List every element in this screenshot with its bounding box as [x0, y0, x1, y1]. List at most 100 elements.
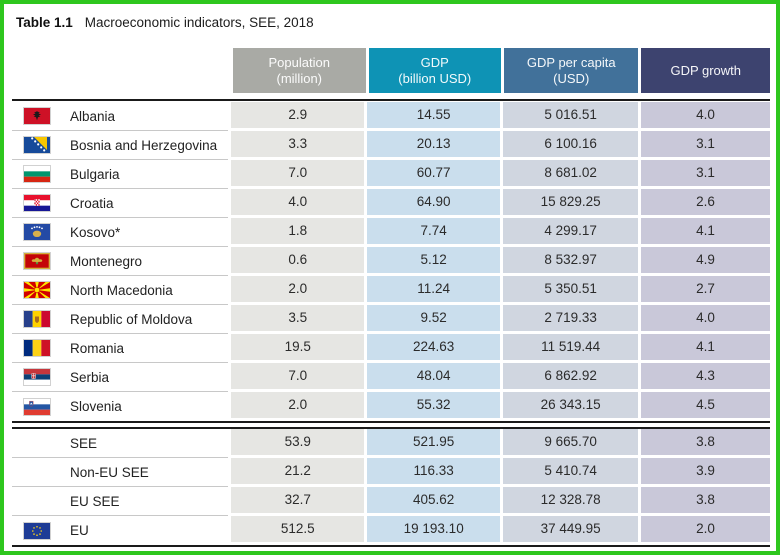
aggregate-cell: EU SEE — [12, 487, 229, 516]
croatia-flag-icon — [24, 195, 50, 211]
gdp-value: 60.77 — [367, 160, 501, 186]
table-number-label: Table 1.1 — [16, 15, 73, 30]
country-name: Slovenia — [70, 399, 122, 414]
country-name: Montenegro — [70, 253, 143, 269]
population-value: 3.3 — [231, 131, 365, 157]
aggregate-name: SEE — [70, 435, 98, 451]
gdp-value: 5.12 — [367, 247, 501, 273]
country-cell: Slovenia — [12, 392, 228, 421]
gdp-per-capita-value: 11 519.44 — [503, 334, 639, 360]
gdp-per-capita-value: 8 532.97 — [503, 247, 639, 273]
gdp-value: 11.24 — [367, 276, 501, 302]
gdp-value: 521.95 — [367, 429, 501, 455]
aggregate-cell: SEE — [12, 429, 229, 458]
country-name: Albania — [70, 108, 116, 124]
gdp-growth-value: 2.0 — [641, 516, 771, 542]
table-row: Bulgaria 7.0 60.77 8 681.02 3.1 — [12, 160, 771, 189]
table-row: Slovenia 2.0 55.32 26 343.15 4.5 — [12, 392, 771, 421]
table-title: Table 1.1 Macroeconomic indicators, SEE, … — [4, 4, 776, 30]
country-cell: Serbia — [12, 363, 229, 392]
slovenia-flag-icon — [24, 398, 50, 415]
gdp-growth-value: 4.1 — [641, 218, 771, 244]
gdp-value: 19 193.10 — [367, 516, 501, 542]
summary-row: EU SEE 32.7 405.62 12 328.78 3.8 — [12, 487, 771, 516]
gdp-growth-value: 4.5 — [641, 392, 771, 418]
population-value: 4.0 — [231, 189, 365, 215]
summary-row: SEE 53.9 521.95 9 665.70 3.8 — [12, 429, 771, 458]
serbia-flag-icon — [24, 369, 50, 385]
population-value: 512.5 — [231, 516, 365, 542]
gdp-per-capita-value: 9 665.70 — [503, 429, 639, 455]
albania-flag-icon — [24, 108, 50, 124]
country-name: Kosovo* — [70, 224, 121, 240]
north-macedonia-flag-icon — [24, 282, 50, 298]
table-header-row: Population (million) GDP (billion USD) G… — [233, 48, 771, 93]
header-divider-rule — [12, 99, 770, 101]
gdp-growth-value: 3.8 — [641, 487, 771, 513]
population-value: 1.8 — [231, 218, 365, 244]
gdp-value: 224.63 — [367, 334, 501, 360]
gdp-per-capita-value: 4 299.17 — [503, 218, 639, 244]
population-value: 3.5 — [231, 305, 365, 331]
gdp-value: 64.90 — [367, 189, 501, 215]
population-value: 7.0 — [231, 160, 365, 186]
aggregate-name: EU SEE — [70, 493, 120, 509]
gdp-growth-value: 3.9 — [641, 458, 771, 484]
gdp-per-capita-value: 26 343.15 — [503, 392, 639, 418]
country-cell: Republic of Moldova — [12, 305, 229, 334]
gdp-per-capita-value: 15 829.25 — [503, 189, 639, 215]
gdp-growth-value: 4.9 — [641, 247, 771, 273]
population-value: 53.9 — [231, 429, 365, 455]
population-value: 19.5 — [231, 334, 365, 360]
gdp-growth-value: 3.1 — [641, 131, 771, 157]
country-name: Romania — [70, 340, 125, 356]
gdp-value: 116.33 — [367, 458, 501, 484]
gdp-value: 48.04 — [367, 363, 501, 389]
population-value: 2.9 — [231, 102, 365, 128]
gdp-growth-value: 4.3 — [641, 363, 771, 389]
country-cell: Romania — [12, 334, 229, 363]
country-name: Bulgaria — [70, 166, 120, 182]
gdp-growth-value: 3.1 — [641, 160, 771, 186]
gdp-growth-value: 4.0 — [641, 305, 771, 331]
gdp-value: 55.32 — [367, 392, 501, 418]
gdp-growth-value: 2.6 — [641, 189, 771, 215]
table-row: Republic of Moldova 3.5 9.52 2 719.33 4.… — [12, 305, 771, 334]
gdp-per-capita-value: 6 100.16 — [503, 131, 639, 157]
country-name: Republic of Moldova — [70, 311, 193, 327]
montenegro-flag-icon — [24, 253, 50, 269]
country-cell: Bulgaria — [12, 160, 229, 189]
summary-divider-rule — [12, 421, 770, 429]
bulgaria-flag-icon — [24, 166, 50, 182]
country-cell: Croatia — [12, 189, 229, 218]
column-header-population: Population (million) — [233, 48, 366, 93]
country-cell: Kosovo* — [12, 218, 229, 247]
table-row: Albania 2.9 14.55 5 016.51 4.0 — [12, 102, 771, 131]
table-row: Croatia 4.0 64.90 15 829.25 2.6 — [12, 189, 771, 218]
column-header-gdp-per-capita: GDP per capita (USD) — [504, 48, 639, 93]
gdp-value: 20.13 — [367, 131, 501, 157]
population-value: 2.0 — [231, 276, 365, 302]
aggregate-name: EU — [70, 523, 89, 538]
table-row: North Macedonia 2.0 11.24 5 350.51 2.7 — [12, 276, 771, 305]
summary-row: EU 512.5 19 193.10 37 449.95 2.0 — [12, 516, 771, 545]
gdp-per-capita-value: 37 449.95 — [503, 516, 639, 542]
country-cell: Albania — [12, 102, 229, 131]
gdp-per-capita-value: 5 016.51 — [503, 102, 639, 128]
gdp-value: 9.52 — [367, 305, 501, 331]
gdp-per-capita-value: 2 719.33 — [503, 305, 639, 331]
country-name: Bosnia and Herzegovina — [70, 137, 218, 153]
population-value: 0.6 — [231, 247, 365, 273]
gdp-value: 14.55 — [367, 102, 501, 128]
gdp-per-capita-value: 8 681.02 — [503, 160, 639, 186]
country-name: Croatia — [70, 195, 114, 211]
population-value: 32.7 — [231, 487, 365, 513]
aggregate-cell: EU — [12, 516, 228, 545]
country-cell: North Macedonia — [12, 276, 229, 305]
gdp-growth-value: 4.1 — [641, 334, 771, 360]
country-name: Serbia — [70, 369, 110, 385]
gdp-value: 7.74 — [367, 218, 501, 244]
country-name: North Macedonia — [70, 282, 173, 298]
population-value: 2.0 — [231, 392, 365, 418]
